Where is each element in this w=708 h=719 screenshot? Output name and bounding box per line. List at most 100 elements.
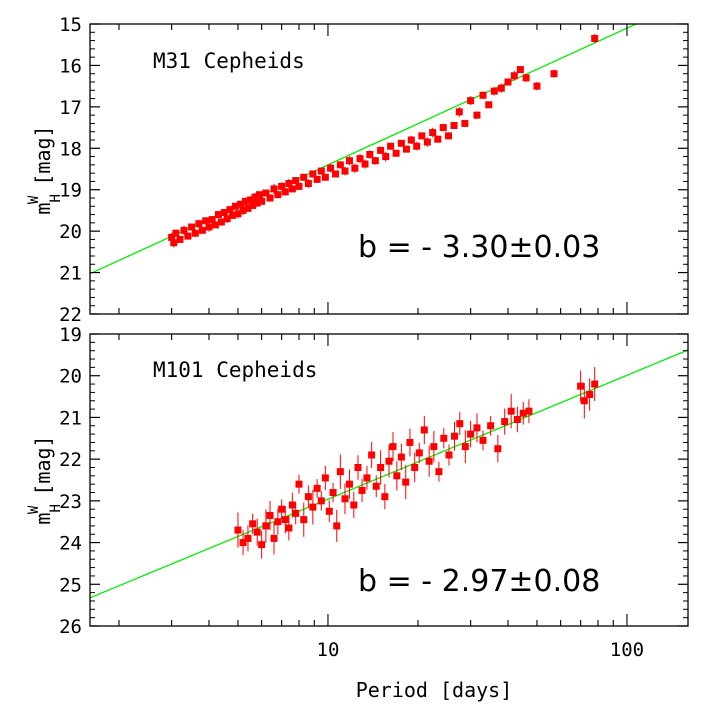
m101-data-point bbox=[411, 452, 419, 483]
m31-data-point bbox=[361, 159, 369, 169]
x-tick-label: 100 bbox=[610, 639, 644, 661]
m101-data-point bbox=[325, 500, 333, 523]
m31-data-point bbox=[461, 119, 469, 127]
m101-data-point bbox=[281, 505, 289, 534]
m101-data-point bbox=[309, 489, 317, 525]
m31-data-point bbox=[180, 225, 188, 236]
m101-data-point bbox=[321, 465, 329, 491]
m101-data-point bbox=[249, 513, 257, 535]
m101-data-point bbox=[430, 430, 438, 463]
m101-points bbox=[234, 367, 599, 559]
m31-ylabel-unit: [mag] bbox=[31, 125, 55, 185]
m31-data-point bbox=[327, 163, 335, 173]
m31-data-point bbox=[253, 198, 261, 207]
m101-data-point bbox=[285, 515, 293, 541]
m31-data-point bbox=[239, 205, 247, 215]
m101-ylabel-base: m bbox=[31, 513, 55, 525]
m101-axis-ticks: 19 20 21 22 23 24 25 26 bbox=[59, 324, 688, 638]
m31-data-point bbox=[550, 69, 558, 78]
m31-data-point bbox=[485, 101, 493, 109]
m101-y-tick-label: 20 bbox=[59, 366, 82, 388]
x-axis-label: Period [days] bbox=[356, 678, 513, 702]
m101-data-point bbox=[300, 502, 308, 537]
m101-data-point bbox=[258, 530, 266, 559]
m31-data-point bbox=[198, 226, 206, 234]
m31-data-point bbox=[274, 191, 282, 199]
m101-data-point bbox=[350, 491, 358, 519]
m101-ylabel-sub: H bbox=[48, 504, 64, 512]
m31-data-point bbox=[516, 66, 524, 74]
m31-data-point bbox=[176, 235, 184, 243]
m31-data-point bbox=[418, 132, 426, 140]
m101-ylabel-unit: [mag] bbox=[31, 435, 55, 495]
m101-data-point bbox=[580, 383, 588, 419]
panel-m31: 15 16 17 18 19 20 21 22 M31 Cepheids b = - 3.30… bbox=[26, 14, 689, 326]
m31-data-point bbox=[455, 107, 463, 117]
m31-data-point bbox=[336, 161, 344, 169]
m31-data-point bbox=[371, 156, 379, 165]
m31-data-point bbox=[332, 170, 340, 178]
m31-data-point bbox=[479, 91, 487, 99]
m31-data-point bbox=[522, 73, 530, 82]
m101-title: M101 Cepheids bbox=[153, 358, 317, 382]
m31-data-point bbox=[226, 206, 234, 214]
m31-data-point bbox=[229, 211, 237, 219]
m101-data-point bbox=[451, 421, 459, 451]
m31-data-point bbox=[195, 219, 203, 228]
m101-data-point bbox=[513, 406, 521, 433]
m31-data-point bbox=[191, 229, 199, 237]
m101-y-tick-label: 21 bbox=[59, 407, 82, 429]
m31-data-point bbox=[490, 86, 498, 96]
m101-data-point bbox=[278, 499, 286, 519]
m101-plot-frame bbox=[89, 333, 689, 627]
m101-data-point bbox=[420, 415, 428, 445]
m31-data-point bbox=[591, 33, 599, 44]
m31-y-tick-label: 17 bbox=[59, 97, 82, 119]
m31-data-point bbox=[497, 83, 505, 93]
m31-y-tick-label: 21 bbox=[59, 263, 82, 285]
m101-data-point bbox=[507, 393, 515, 429]
m101-data-point bbox=[345, 469, 353, 499]
m101-data-point bbox=[494, 435, 502, 463]
m31-data-point bbox=[304, 179, 312, 188]
m31-data-point bbox=[262, 189, 270, 197]
m31-data-point bbox=[211, 221, 219, 229]
m101-data-point bbox=[266, 500, 274, 530]
m31-data-point bbox=[473, 111, 481, 119]
m31-data-point bbox=[270, 183, 278, 194]
m101-data-point bbox=[239, 530, 247, 555]
m31-data-point bbox=[423, 137, 431, 147]
m31-data-point bbox=[309, 170, 317, 178]
m31-data-point bbox=[345, 156, 353, 166]
m101-data-point bbox=[354, 455, 362, 480]
svg-text:mHW[mag]: mHW [mag] bbox=[26, 125, 64, 214]
m31-data-point bbox=[434, 135, 442, 143]
m31-y-tick-label: 19 bbox=[59, 180, 82, 202]
m31-data-point bbox=[341, 166, 349, 176]
m101-data-point bbox=[358, 478, 366, 503]
m31-data-point bbox=[382, 151, 390, 162]
m31-y-tick-label: 20 bbox=[59, 221, 82, 243]
m101-ylabel-sup: W bbox=[26, 505, 42, 514]
m101-data-point bbox=[519, 401, 527, 425]
m101-y-tick-label: 23 bbox=[59, 491, 82, 513]
m31-data-point bbox=[217, 218, 225, 226]
m31-data-point bbox=[413, 142, 421, 151]
m101-data-point bbox=[341, 483, 349, 515]
m101-ylabel: mHW [mag] bbox=[26, 435, 64, 524]
m31-title: M31 Cepheids bbox=[153, 49, 305, 73]
svg-text:mHW[mag]: mHW [mag] bbox=[26, 435, 64, 524]
m31-data-point bbox=[313, 175, 321, 183]
m31-data-point bbox=[223, 214, 231, 223]
m101-data-point bbox=[501, 408, 509, 435]
m31-slope-annotation: b = - 3.30±0.03 bbox=[358, 230, 600, 265]
m31-data-point bbox=[533, 82, 541, 91]
m31-data-point bbox=[242, 197, 250, 205]
m101-y-tick-label: 25 bbox=[59, 574, 82, 596]
m31-data-point bbox=[255, 191, 263, 199]
m101-data-point bbox=[381, 484, 389, 510]
m31-data-point bbox=[429, 127, 437, 138]
m101-data-point bbox=[234, 512, 242, 548]
m101-data-point bbox=[473, 413, 481, 443]
m101-slope-annotation: b = - 2.97±0.08 bbox=[358, 564, 600, 599]
